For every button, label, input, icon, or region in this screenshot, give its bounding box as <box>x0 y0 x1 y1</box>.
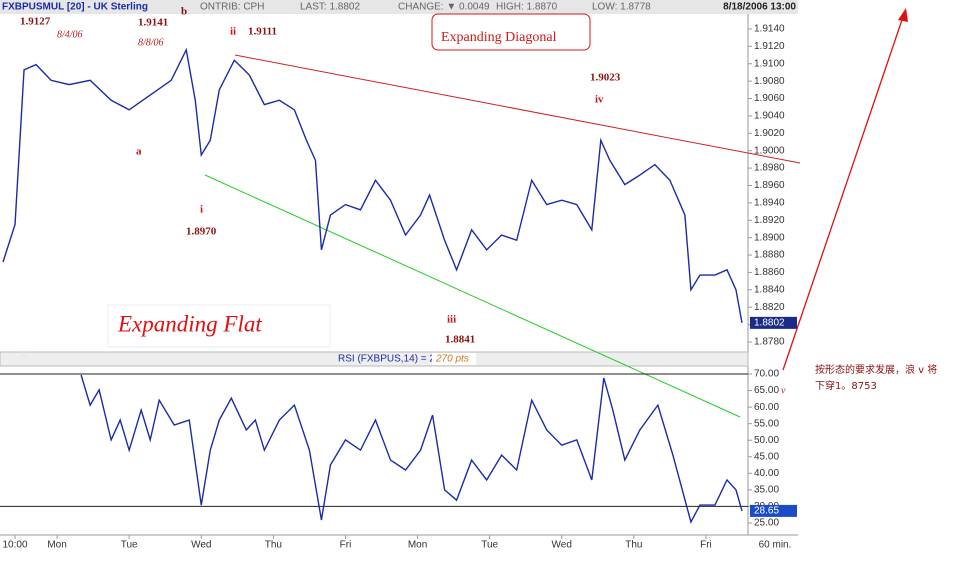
header-bar <box>0 0 798 14</box>
annotation: 1.9127 <box>20 16 51 28</box>
last-value-box <box>750 316 797 329</box>
x-unit: 60 min. <box>759 540 792 551</box>
x-tick-label: Fri <box>340 540 352 551</box>
annotation: 1.8970 <box>186 226 217 238</box>
y-tick-label: 1.9080 <box>754 76 785 87</box>
y-tick-label: 1.8880 <box>754 250 785 261</box>
annotation: b <box>181 6 187 18</box>
y-tick-label: 1.8940 <box>754 198 785 209</box>
y-tick-label: 40.00 <box>754 468 779 479</box>
header-field: CHANGE: ▼ 0.0049 <box>398 2 490 13</box>
y-tick-label: 1.8820 <box>754 302 785 313</box>
x-tick-label: Tue <box>121 540 138 551</box>
y-tick-label: 1.8860 <box>754 267 785 278</box>
y-tick-label: 1.9040 <box>754 111 785 122</box>
x-tick-label: Mon <box>47 540 66 551</box>
annotation: 1.9023 <box>590 72 621 84</box>
y-tick-label: 60.00 <box>754 402 779 413</box>
arrow-head <box>898 8 908 22</box>
y-tick-label: 65.00 <box>754 385 779 396</box>
annotation: 按形态的要求发展，浪 v 将 <box>815 363 937 376</box>
x-tick-label: Thu <box>625 540 642 551</box>
y-tick-label: 50.00 <box>754 435 779 446</box>
annotation: iv <box>595 94 604 106</box>
y-tick-label: 1.8780 <box>754 337 785 348</box>
annotation-box <box>107 304 331 348</box>
annotation: 8/8/06 <box>138 37 164 48</box>
y-tick-label: 25.00 <box>754 518 779 529</box>
annotation: i <box>200 204 203 216</box>
y-tick-label: 1.8960 <box>754 180 785 191</box>
header-field: LOW: 1.8778 <box>592 2 651 13</box>
header-field: HIGH: 1.8870 <box>496 2 558 13</box>
x-tick-label: Fri <box>700 540 712 551</box>
annotation: 下穿1。8753 <box>815 379 877 392</box>
y-tick-label: 1.9020 <box>754 128 785 139</box>
arrow <box>782 13 905 371</box>
x-tick-label: Mon <box>408 540 427 551</box>
label-bg <box>432 353 476 365</box>
price-line <box>2 47 743 323</box>
last-value-label: 1.8802 <box>754 318 785 329</box>
watermark: M <box>20 350 28 361</box>
header-field: LAST: 1.8802 <box>300 2 360 13</box>
y-tick-label: 1.8840 <box>754 284 785 295</box>
y-tick-label: 45.00 <box>754 451 779 462</box>
y-tick-label: 1.9140 <box>754 24 785 35</box>
y-tick-label: 1.9100 <box>754 58 785 69</box>
y-tick-label: 1.9060 <box>754 93 785 104</box>
panel-separator <box>0 351 749 367</box>
annotation: v <box>781 385 786 396</box>
x-tick-label: Wed <box>191 540 211 551</box>
header-field: ONTRIB: CPH <box>200 2 264 13</box>
annotation: 1.9111 <box>248 26 277 38</box>
last-value-label: 28.65 <box>754 506 779 517</box>
annotation: a <box>136 146 142 158</box>
y-tick-label: 35.00 <box>754 485 779 496</box>
x-tick-label: Tue <box>481 540 498 551</box>
annotation-box <box>431 13 591 51</box>
last-value-box <box>750 504 797 517</box>
y-tick-label: 70.00 <box>754 369 779 380</box>
chart-title: FXBPUSMUL [20] - UK Sterling <box>2 2 148 13</box>
annotation: 1.9141 <box>138 17 168 29</box>
panel-subtitle: 270 pts <box>435 354 469 365</box>
annotation: 1.8841 <box>445 334 475 346</box>
trend-line <box>234 54 801 164</box>
annotation: 8/4/06 <box>57 29 83 40</box>
price-line <box>80 374 743 524</box>
annotation: Expanding Diagonal <box>441 30 557 45</box>
x-tick-label: Wed <box>552 540 572 551</box>
y-tick-label: 1.9000 <box>754 145 785 156</box>
annotation: ii <box>230 26 236 38</box>
y-tick-label: 1.9120 <box>754 41 785 52</box>
y-tick-label: 1.8980 <box>754 163 785 174</box>
y-tick-label: 1.8900 <box>754 232 785 243</box>
panel-title: RSI (FXBPUS,14) = 2 <box>338 354 435 365</box>
annotation: Expanding Flat <box>117 311 262 336</box>
y-tick-label: 55.00 <box>754 418 779 429</box>
y-tick-label: 1.8920 <box>754 215 785 226</box>
trend-line <box>204 174 741 418</box>
x-tick-label: 10:00 <box>3 540 28 551</box>
x-tick-label: Thu <box>265 540 282 551</box>
header-field: 8/18/2006 13:00 <box>723 2 796 13</box>
annotation: iii <box>447 314 456 326</box>
